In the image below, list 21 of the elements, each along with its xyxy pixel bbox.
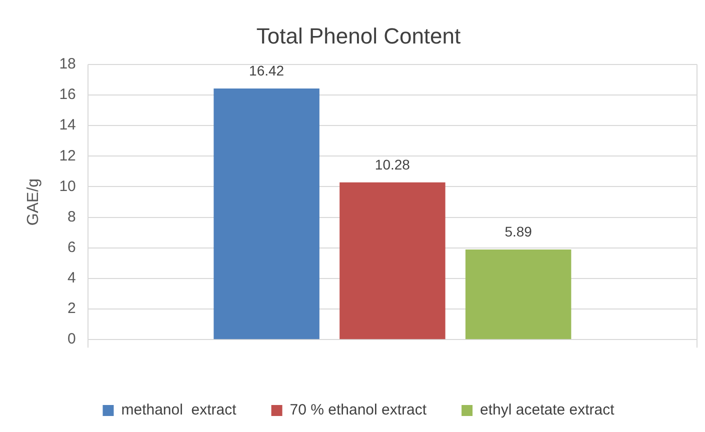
data-label: 5.89 [504,223,532,240]
legend-label: ethyl acetate extract [480,402,616,419]
y-tick-label: 0 [68,330,76,348]
data-label: 16.42 [249,62,284,78]
y-tick-label: 2 [68,300,76,318]
bar [214,88,320,340]
y-tick-label: 16 [59,86,76,104]
y-tick-label: 14 [59,116,76,134]
y-tick-label: 10 [59,178,76,195]
y-tick-label: 6 [68,239,76,256]
data-label: 10.28 [374,156,410,172]
legend-label: methanol extract [121,402,238,419]
y-tick-label: 18 [59,56,76,73]
y-tick-label: 8 [68,208,76,226]
bar [465,250,572,340]
bar [340,182,446,340]
chart-title: Total Phenol Content [256,23,461,48]
y-tick-label: 12 [59,147,76,164]
y-tick-label: 4 [68,270,76,287]
legend-label: 70 % ethanol extract [290,402,428,419]
y-axis-title: GAE/g [25,178,42,226]
